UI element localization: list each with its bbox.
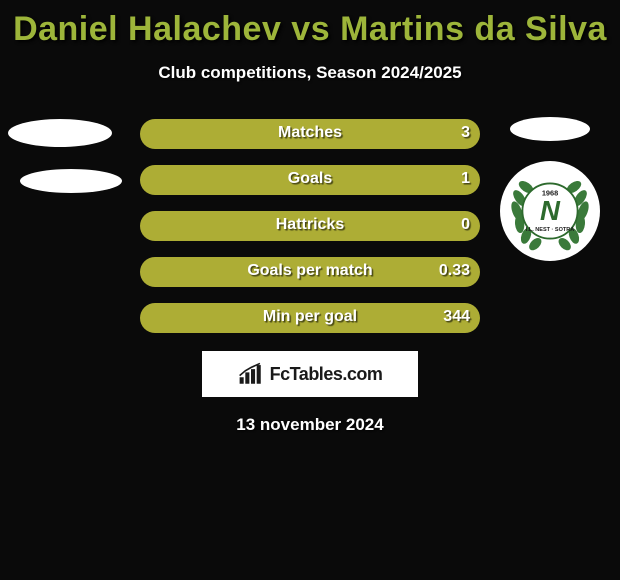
barchart-icon	[238, 362, 264, 386]
stat-row: Hattricks 0	[0, 211, 620, 241]
stat-bar	[140, 211, 480, 241]
stat-value: 344	[443, 308, 470, 326]
stat-row: Goals per match 0.33	[0, 257, 620, 287]
stat-bar	[140, 303, 480, 333]
page-title: Daniel Halachev vs Martins da Silva	[0, 0, 620, 49]
stat-value: 0.33	[439, 262, 470, 280]
stat-row: Matches 3	[0, 119, 620, 149]
stat-value: 0	[461, 216, 470, 234]
date-line: 13 november 2024	[0, 415, 620, 435]
stat-bar	[140, 165, 480, 195]
site-logo-box[interactable]: FcTables.com	[202, 351, 418, 397]
stat-row: Min per goal 344	[0, 303, 620, 333]
stat-value: 3	[461, 124, 470, 142]
page-subtitle: Club competitions, Season 2024/2025	[0, 63, 620, 83]
site-logo-text: FcTables.com	[270, 364, 383, 385]
stat-value: 1	[461, 170, 470, 188]
stat-bar	[140, 257, 480, 287]
stats-zone: 1968 N I.L. NEST · SOTRA Matches 3 Goals…	[0, 119, 620, 333]
stat-row: Goals 1	[0, 165, 620, 195]
comparison-card: Daniel Halachev vs Martins da Silva Club…	[0, 0, 620, 580]
stat-bar	[140, 119, 480, 149]
